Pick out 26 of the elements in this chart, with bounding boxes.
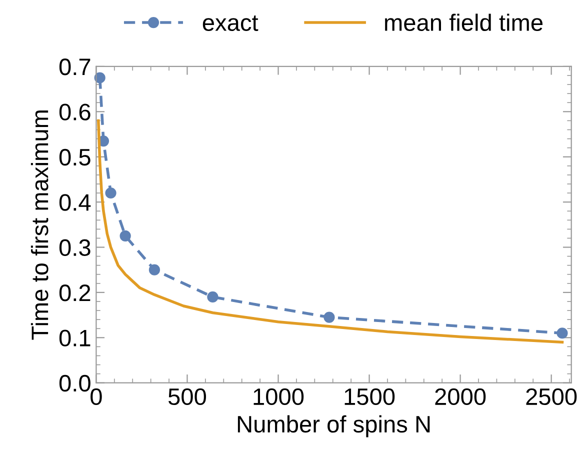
x-axis-title: Number of spins N	[238, 415, 430, 438]
y-tick-label: 0.3	[59, 239, 90, 256]
y-tick-label: 0.7	[59, 58, 90, 76]
x-tick-label: 1500	[344, 388, 395, 406]
x-tick-label: 1000	[254, 388, 304, 406]
x-tick-label: 0	[90, 388, 102, 406]
legend-label: mean field time	[385, 14, 543, 32]
x-tick-label: 500	[168, 388, 206, 406]
legend-label: exact	[202, 16, 258, 32]
point	[94, 72, 106, 84]
point	[120, 230, 131, 242]
y-tick-label: 0.5	[59, 148, 90, 166]
line-series	[96, 119, 564, 344]
point	[207, 291, 218, 303]
point	[148, 264, 160, 276]
y-tick-label: 0.2	[59, 284, 90, 302]
y-tick-label: 0.1	[59, 330, 90, 346]
point	[105, 187, 116, 199]
y-tick-label: 0.4	[59, 194, 91, 211]
point	[324, 312, 335, 323]
x-tick-label: 2000	[435, 388, 486, 406]
point	[556, 328, 568, 339]
x-tick-label: 2500	[526, 388, 577, 406]
y-tick-label: 0.0	[59, 374, 90, 392]
y-tick-label: 0.6	[59, 104, 90, 120]
y-axis-title: Time to first maximum	[30, 110, 48, 340]
